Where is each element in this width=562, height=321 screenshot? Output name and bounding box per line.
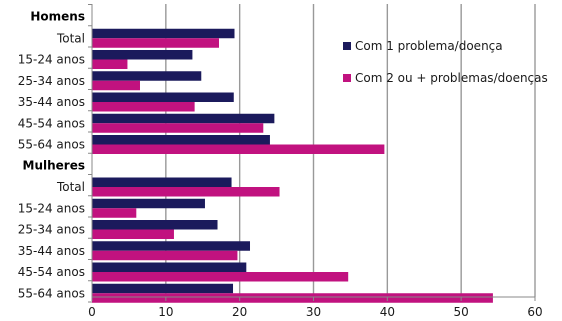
category-label-g0-c5: 55-64 anos (18, 138, 85, 152)
bar-series-1-g1-c1 (92, 198, 205, 209)
x-tick-label-0: 0 (88, 305, 96, 319)
bar-series-1-g0-c4 (92, 113, 275, 124)
bar-series-1-g0-c1 (92, 50, 193, 60)
x-tick-label-10: 10 (158, 305, 173, 319)
group-label-0: Homens (30, 10, 85, 24)
category-label-g1-c4: 45-54 anos (18, 265, 85, 279)
bar-series-1-g1-c2 (92, 220, 218, 230)
bar-series-2-g1-c4 (92, 272, 349, 282)
bar-series-2-g1-c1 (92, 208, 137, 218)
category-label-g1-c1: 15-24 anos (18, 201, 85, 215)
bar-series-2-g0-c5 (92, 144, 385, 154)
bar-series-1-g1-c0 (92, 177, 232, 187)
bar-series-2-g0-c3 (92, 102, 195, 112)
x-tick-label-40: 40 (380, 305, 395, 319)
legend-label-series-1: Com 1 problema/doença (355, 39, 503, 53)
bars (92, 28, 493, 303)
bar-series-2-g1-c0 (92, 187, 280, 197)
category-label-g0-c3: 35-44 anos (18, 95, 85, 109)
bar-series-1-g0-c2 (92, 71, 202, 81)
x-tick-label-50: 50 (454, 305, 469, 319)
category-label-g0-c2: 25-34 anos (18, 74, 85, 88)
bar-series-1-g1-c3 (92, 241, 251, 251)
bar-series-2-g1-c2 (92, 229, 174, 239)
axes: 0 10 20 30 40 50 60 (88, 4, 543, 319)
bar-series-2-g0-c4 (92, 123, 264, 133)
legend-swatch-series-2 (343, 74, 351, 82)
bar-series-1-g0-c0 (92, 28, 235, 39)
category-label-g0-c1: 15-24 anos (18, 53, 85, 67)
bar-series-1-g1-c4 (92, 262, 247, 272)
x-tick-label-60: 60 (527, 305, 542, 319)
legend-swatch-series-1 (343, 42, 351, 50)
bar-series-1-g1-c5 (92, 283, 234, 294)
bar-series-1-g0-c5 (92, 135, 270, 145)
x-tick-label-30: 30 (306, 305, 321, 319)
legend-label-series-2: Com 2 ou + problemas/doenças (355, 71, 548, 85)
bar-series-1-g0-c3 (92, 92, 234, 102)
legend: Com 1 problema/doença Com 2 ou + problem… (343, 39, 548, 85)
group-label-1: Mulheres (23, 158, 85, 172)
x-tick-label-20: 20 (232, 305, 247, 319)
category-label-g1-c0: Total (56, 180, 85, 194)
bar-series-2-g0-c0 (92, 38, 219, 48)
category-labels: Homens Total 15-24 anos 25-34 anos 35-44 ano… (18, 10, 85, 301)
category-label-g1-c3: 35-44 anos (18, 244, 85, 258)
category-label-g1-c2: 25-34 anos (18, 223, 85, 237)
category-label-g0-c0: Total (56, 31, 85, 45)
bar-series-2-g1-c3 (92, 250, 238, 261)
bar-series-2-g1-c5 (92, 293, 493, 303)
bar-series-2-g0-c1 (92, 59, 128, 69)
bar-series-2-g0-c2 (92, 80, 140, 91)
category-label-g0-c4: 45-54 anos (18, 116, 85, 130)
category-label-g1-c5: 55-64 anos (18, 286, 85, 300)
